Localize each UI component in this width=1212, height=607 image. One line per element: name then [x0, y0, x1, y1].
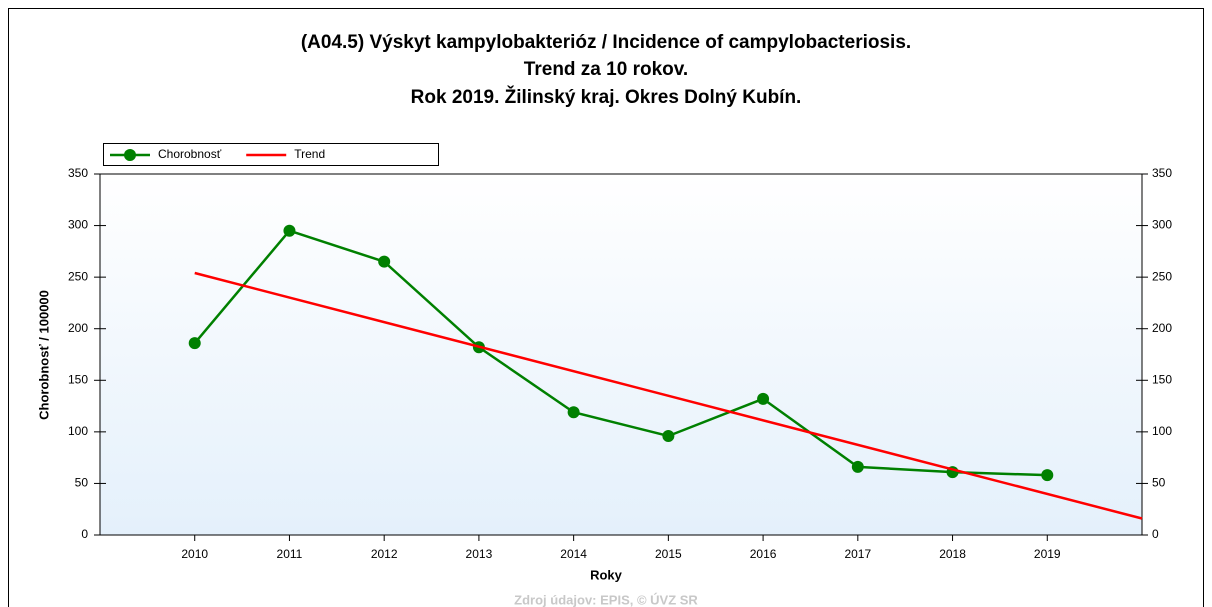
- chart-title: Rok 2019. Žilinský kraj. Okres Dolný Kub…: [411, 86, 802, 108]
- marker: [757, 392, 770, 405]
- source: Zdroj údajov: EPIS, © ÚVZ SR: [514, 592, 698, 607]
- y-tick-label: 100: [68, 424, 88, 438]
- legend-marker: [124, 149, 136, 161]
- marker: [283, 224, 296, 237]
- marker: [662, 429, 675, 442]
- marker: [1041, 469, 1054, 482]
- y-tick-label: 200: [68, 321, 88, 335]
- x-tick-label: 2012: [371, 547, 398, 561]
- x-tick-label: 2014: [560, 547, 587, 561]
- marker: [567, 406, 580, 419]
- chart-title: Trend za 10 rokov.: [524, 59, 688, 80]
- series-line: [194, 271, 1143, 520]
- x-axis-label: Roky: [590, 567, 623, 582]
- y-axis-label: Chorobnosť / 100000: [36, 290, 51, 420]
- x-tick-label: 2016: [750, 547, 777, 561]
- series-line: [193, 229, 1048, 477]
- legend-label: Trend: [294, 147, 325, 161]
- y2-tick-label: 200: [1152, 321, 1172, 335]
- y2-tick-label: 150: [1152, 372, 1172, 386]
- legend-label: Chorobnosť: [158, 147, 222, 161]
- x-tick-label: 2018: [939, 547, 966, 561]
- marker: [188, 337, 201, 350]
- x-tick-label: 2010: [181, 547, 208, 561]
- y2-tick-label: 100: [1152, 424, 1172, 438]
- y2-tick-label: 250: [1152, 269, 1172, 283]
- y-tick-label: 150: [68, 372, 88, 386]
- y-tick-label: 250: [68, 269, 88, 283]
- x-tick-label: 2017: [844, 547, 871, 561]
- y-tick-label: 350: [68, 166, 88, 180]
- x-tick-label: 2015: [655, 547, 682, 561]
- x-tick-label: 2011: [277, 547, 303, 561]
- y2-tick-label: 50: [1152, 476, 1166, 490]
- x-tick-label: 2013: [466, 547, 493, 561]
- chart-title: (A04.5) Výskyt kampylobakterióz / Incide…: [301, 32, 911, 53]
- marker: [378, 255, 391, 268]
- y-tick-label: 50: [75, 476, 89, 490]
- y2-tick-label: 300: [1152, 218, 1172, 232]
- plot-area: [99, 173, 1143, 536]
- y2-tick-label: 350: [1152, 166, 1172, 180]
- marker: [851, 460, 864, 473]
- y-tick-label: 300: [68, 218, 88, 232]
- y2-tick-label: 0: [1152, 527, 1159, 541]
- x-tick-label: 2019: [1034, 547, 1061, 561]
- y-tick-label: 0: [81, 527, 88, 541]
